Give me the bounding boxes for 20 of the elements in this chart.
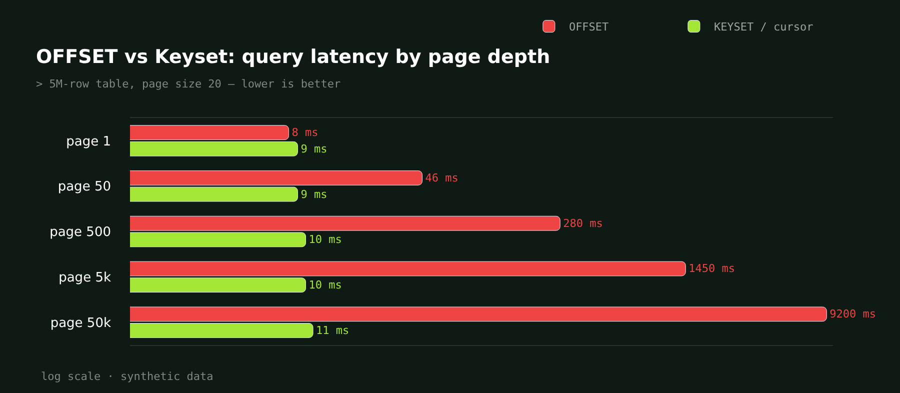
data-label: 1450 ms xyxy=(688,262,735,276)
y-tick-label: page 1 xyxy=(66,134,111,150)
y-tick-label: page 50k xyxy=(50,316,112,331)
chart-subtitle: > 5M-row table, page size 20 — lower is better xyxy=(36,78,342,91)
y-tick-label: page 5k xyxy=(58,270,112,286)
y-tick-label: page 50 xyxy=(58,180,111,195)
legend-label: OFFSET xyxy=(568,20,610,34)
chart-title: OFFSET vs Keyset: query latency by page depth xyxy=(36,46,550,68)
y-tick-label: page 500 xyxy=(50,225,111,240)
data-label: 46 ms xyxy=(425,171,458,184)
data-label: 10 ms xyxy=(308,233,342,246)
data-label: 9 ms xyxy=(300,188,328,201)
data-label: 9 ms xyxy=(300,142,328,156)
data-label: 280 ms xyxy=(563,216,603,230)
legend-label: KEYSET / cursor xyxy=(714,20,814,34)
text: log scale · synthetic data xyxy=(41,370,214,383)
data-label: 9200 ms xyxy=(830,308,876,321)
data-label: 10 ms xyxy=(308,278,342,292)
data-label: 11 ms xyxy=(316,324,350,337)
data-label: 8 ms xyxy=(292,126,318,140)
